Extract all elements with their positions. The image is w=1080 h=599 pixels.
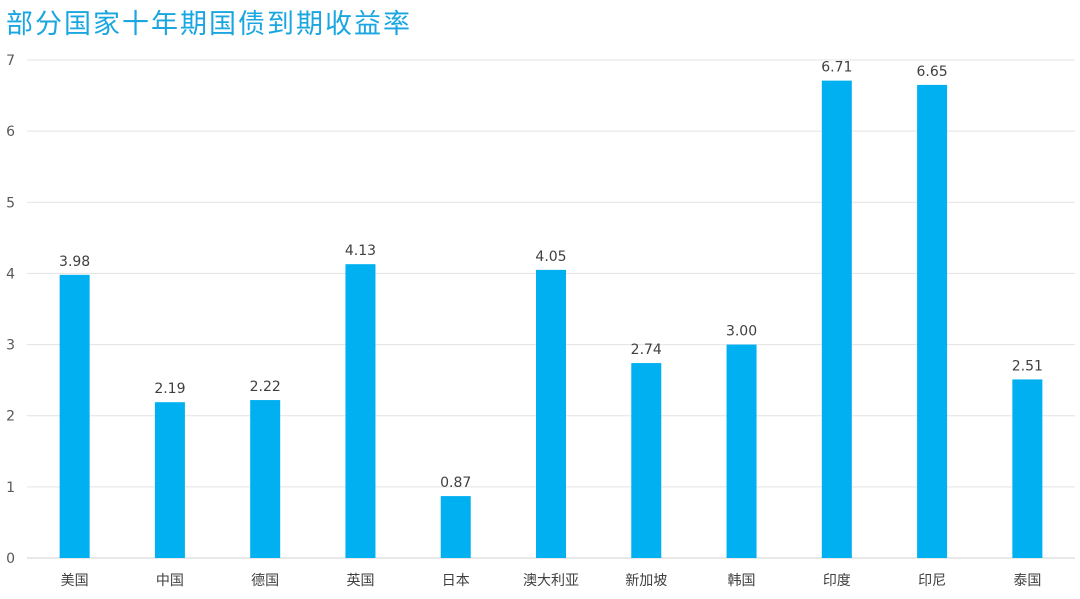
bar [1012, 379, 1043, 558]
bar [726, 344, 757, 558]
data-label: 3.00 [726, 324, 757, 340]
y-tick-label: 0 [6, 551, 15, 567]
bar [440, 496, 471, 558]
bar [631, 363, 662, 558]
data-label: 2.51 [1012, 358, 1043, 374]
bar [917, 84, 948, 559]
y-tick-label: 1 [6, 480, 15, 496]
data-label: 2.74 [631, 342, 662, 358]
x-tick-label: 中国 [156, 573, 184, 589]
y-tick-label: 7 [6, 53, 15, 69]
x-tick-label: 印尼 [918, 573, 946, 589]
x-tick-label: 日本 [442, 573, 470, 589]
data-label: 0.87 [440, 475, 471, 491]
bar [154, 402, 185, 558]
x-tick-label: 泰国 [1013, 573, 1041, 589]
data-label: 4.13 [345, 243, 376, 259]
x-tick-label: 韩国 [728, 573, 756, 589]
y-tick-label: 4 [6, 266, 15, 282]
x-tick-label: 澳大利亚 [523, 573, 579, 589]
x-tick-label: 英国 [346, 572, 374, 589]
data-label: 2.19 [154, 381, 185, 397]
bar [536, 269, 566, 558]
x-tick-label: 新加坡 [625, 573, 667, 589]
chart-title: 部分国家十年期国债到期收益率 [6, 9, 412, 40]
bar [821, 80, 852, 558]
y-tick-label: 2 [6, 409, 15, 425]
data-label: 6.71 [821, 60, 852, 76]
x-tick-label: 美国 [61, 573, 89, 589]
y-tick-label: 6 [6, 124, 15, 140]
bar [59, 274, 90, 558]
y-tick-label: 3 [6, 338, 15, 354]
x-tick-label: 德国 [251, 573, 279, 589]
y-tick-label: 5 [6, 195, 15, 211]
data-label: 3.98 [59, 254, 90, 270]
data-label: 6.65 [917, 64, 948, 80]
bar [250, 400, 281, 558]
data-label: 2.22 [250, 379, 281, 395]
data-label: 4.05 [535, 249, 566, 265]
x-tick-label: 印度 [823, 573, 851, 589]
bar [345, 264, 376, 558]
